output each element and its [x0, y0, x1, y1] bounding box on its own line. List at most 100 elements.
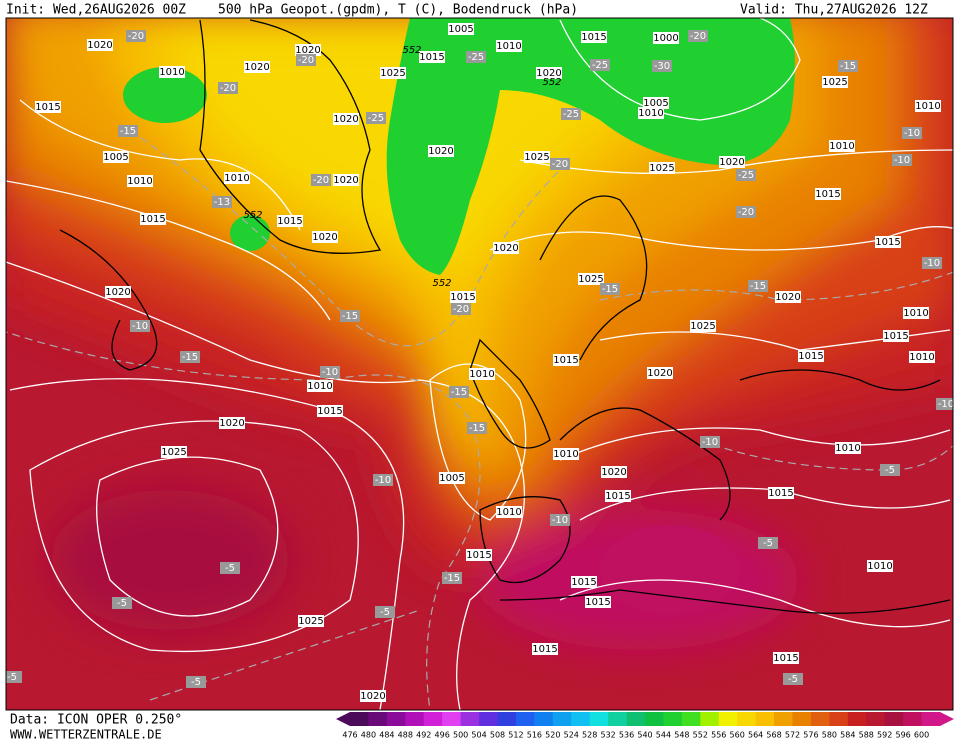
temperature-label: -10: [552, 515, 568, 526]
pressure-label: 1020: [719, 157, 744, 168]
pressure-label-box: [333, 113, 359, 125]
colorbar-label: 500: [453, 731, 468, 740]
pressure-label-box: [647, 367, 673, 379]
temperature-label: -25: [563, 109, 579, 120]
pressure-label: 1010: [553, 449, 578, 460]
pressure-label: 1010: [867, 561, 892, 572]
colorbar-swatch: [774, 712, 793, 726]
pressure-label-box: [605, 490, 631, 502]
valid-time: Valid: Thu,27AUG2026 12Z: [740, 3, 928, 18]
pressure-label-box: [643, 97, 669, 109]
pressure-label: 1020: [428, 146, 453, 157]
temperature-label: -30: [654, 61, 670, 72]
temperature-label-box: [311, 174, 331, 186]
colorbar-swatch: [718, 712, 738, 726]
temperature-label: -5: [763, 538, 773, 549]
pressure-label-box: [496, 40, 522, 52]
temperature-label: -5: [225, 563, 235, 574]
colorbar-label: 600: [914, 731, 929, 740]
colorbar-swatch: [589, 712, 609, 726]
map: 1020 1010 1015 1005 1010 1015 1020 1010 1015 1020…: [6, 18, 953, 710]
colorbar-swatch: [608, 712, 628, 726]
temperature-label-box: [550, 158, 570, 170]
temperature-label-box: [466, 51, 486, 63]
colorbar-swatch: [626, 712, 646, 726]
temperature-label-box: [467, 422, 487, 434]
pressure-label-box: [571, 576, 597, 588]
chart-title: 500 hPa Geopot.(gpdm), T (C), Bodendruck…: [218, 3, 578, 18]
temperature-label: -15: [342, 311, 358, 322]
pressure-label-box: [883, 330, 909, 342]
colorbar-swatch: [386, 712, 406, 726]
temperature-label-box: [758, 537, 778, 549]
temperature-label-box: [550, 514, 570, 526]
pressure-label: 1010: [909, 352, 934, 363]
colorbar-label: 564: [748, 731, 763, 740]
pressure-label: 1005: [103, 152, 128, 163]
pressure-label-box: [105, 286, 131, 298]
pressure-label: 1020: [312, 232, 337, 243]
colorbar-swatch: [571, 712, 591, 726]
magenta-region: [600, 525, 740, 615]
pressure-label-box: [903, 307, 929, 319]
pressure-label: 1020: [105, 287, 130, 298]
pressure-label: 1025: [649, 163, 674, 174]
colorbar-swatch: [534, 712, 554, 726]
pressure-label-box: [161, 446, 187, 458]
temperature-label-box: [375, 606, 395, 618]
temperature-label-box: [442, 572, 462, 584]
pressure-label: 1010: [224, 173, 249, 184]
map-frame: [5, 17, 954, 711]
pressure-label: 1015: [768, 488, 793, 499]
colorbar-swatch: [645, 712, 664, 726]
colorbar-swatch: [423, 712, 443, 726]
pressure-label: 1020: [244, 62, 269, 73]
colorbar-label: 556: [711, 731, 726, 740]
temperature-label-box: [296, 54, 316, 66]
temperature-label: -10: [894, 155, 910, 166]
pressure-label-box: [428, 145, 454, 157]
pressure-label-box: [244, 61, 270, 73]
temperature-label-box: [340, 310, 360, 322]
pressure-label: 1015: [875, 237, 900, 248]
pressure-label-box: [35, 101, 61, 113]
colorbar-swatch: [829, 712, 849, 726]
pressure-label: 1015: [450, 292, 475, 303]
colorbar-swatch: [792, 712, 812, 726]
colorbar-label: 552: [693, 731, 708, 740]
pressure-label: 1020: [360, 691, 385, 702]
temperature-label-box: [112, 597, 132, 609]
temperature-label: -15: [750, 281, 766, 292]
pressure-label: 1025: [524, 152, 549, 163]
temperature-label-box: [736, 169, 756, 181]
colorbar-swatch: [460, 712, 480, 726]
colorbar-label: 484: [379, 731, 394, 740]
pressure-label-box: [536, 67, 562, 79]
pressure-label-box: [585, 596, 611, 608]
pressure-label-box: [532, 643, 558, 655]
colorbar-swatch: [479, 712, 498, 726]
colorbar-swatch: [552, 712, 572, 726]
temperature-label: -10: [924, 258, 940, 269]
pressure-label-box: [450, 291, 476, 303]
temperature-label: -15: [444, 573, 460, 584]
pressure-label-box: [219, 417, 245, 429]
temperature-label: -20: [690, 31, 706, 42]
pressure-label: 1015: [798, 351, 823, 362]
colorbar-swatch: [405, 712, 425, 726]
pressure-label: 1005: [643, 98, 668, 109]
pressure-label-box: [578, 273, 604, 285]
pressure-label-box: [493, 242, 519, 254]
temperature-label: -15: [182, 352, 198, 363]
temperature-label: -20: [313, 175, 329, 186]
temperature-label-box: [590, 59, 610, 71]
pressure-label-box: [875, 236, 901, 248]
pressure-label-box: [815, 188, 841, 200]
colorbar: 476 480 484 488 492 496 500 504 508 512 516 520 524 5…: [336, 712, 954, 740]
pressure-label: 1010: [496, 507, 521, 518]
temperature-label-box: [126, 30, 146, 42]
pressure-label: 1025: [822, 77, 847, 88]
colorbar-label: 528: [582, 731, 597, 740]
pressure-label: 1025: [578, 274, 603, 285]
